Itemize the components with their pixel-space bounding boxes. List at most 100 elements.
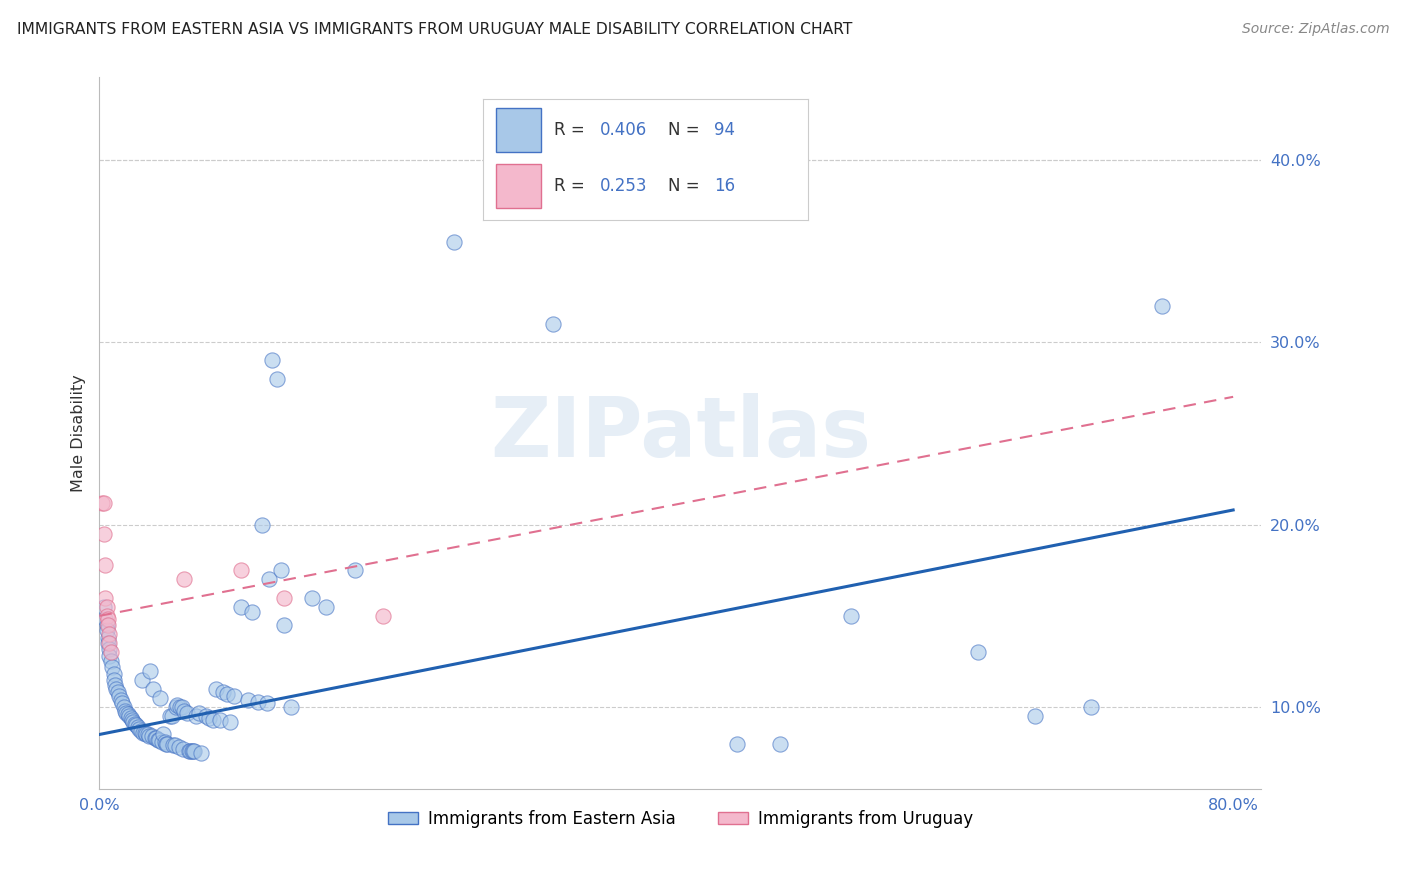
Point [98,627,121,641]
Point [492,180,515,194]
Point [142,681,165,696]
Point [167,740,190,755]
Point [124,716,146,731]
Point [100,645,122,659]
Point [131,673,153,687]
Point [101,660,124,674]
Point [107,685,129,699]
Point [181,744,204,758]
Point [163,739,186,753]
Point [150,735,173,749]
Point [190,746,212,760]
Point [105,681,128,696]
Point [117,707,139,722]
Point [194,709,217,723]
Point [111,697,134,711]
Point [725,737,748,751]
Point [204,681,226,696]
Point [247,695,270,709]
Point [215,687,238,701]
Point [97,618,120,632]
Point [96,608,118,623]
Point [121,713,143,727]
Point [256,697,278,711]
Point [180,744,202,758]
Point [97,631,120,645]
Point [94,558,117,572]
Point [160,709,183,723]
Point [231,599,253,614]
Point [103,667,125,681]
Point [170,700,193,714]
Point [97,612,120,626]
Point [152,727,174,741]
Point [208,713,231,727]
Point [197,711,219,725]
Point [187,706,209,720]
Point [166,698,188,713]
Point [252,517,274,532]
Point [238,693,260,707]
Point [127,720,149,734]
Point [183,744,205,758]
Point [301,591,323,605]
Point [139,664,162,678]
Point [231,563,253,577]
Point [97,636,120,650]
Point [134,725,156,739]
Point [211,685,233,699]
Point [162,739,184,753]
Point [179,744,201,758]
Point [96,618,118,632]
Point [138,729,160,743]
Point [143,731,166,745]
Point [155,737,177,751]
Y-axis label: Male Disability: Male Disability [72,375,86,492]
Point [259,572,281,586]
Legend: Immigrants from Eastern Asia, Immigrants from Uruguay: Immigrants from Eastern Asia, Immigrants… [381,803,980,834]
Point [343,563,366,577]
Text: IMMIGRANTS FROM EASTERN ASIA VS IMMIGRANTS FROM URUGUAY MALE DISABILITY CORRELAT: IMMIGRANTS FROM EASTERN ASIA VS IMMIGRAN… [17,22,852,37]
Point [104,678,127,692]
Point [129,723,152,738]
Point [98,648,121,663]
Point [112,700,135,714]
Point [443,235,465,249]
Point [839,608,862,623]
Point [96,624,118,638]
Point [125,718,148,732]
Point [148,733,170,747]
Point [541,317,564,331]
Point [108,689,131,703]
Point [146,733,169,747]
Point [135,727,157,741]
Point [96,599,118,614]
Point [262,353,284,368]
Point [153,735,176,749]
Point [145,731,167,745]
Point [94,612,117,626]
Point [114,704,136,718]
Point [93,526,115,541]
Point [218,714,240,729]
Point [156,737,179,751]
Point [315,599,337,614]
Point [270,563,292,577]
Point [149,690,172,705]
Text: ZIPatlas: ZIPatlas [489,392,870,474]
Point [222,689,245,703]
Point [273,618,295,632]
Point [769,737,792,751]
Point [103,673,125,687]
Point [122,714,145,729]
Point [280,700,302,714]
Point [91,496,114,510]
Point [118,709,141,723]
Point [141,729,163,743]
Point [176,706,198,720]
Point [242,605,264,619]
Point [172,742,194,756]
Point [93,599,115,614]
Point [132,725,155,739]
Point [273,591,295,605]
